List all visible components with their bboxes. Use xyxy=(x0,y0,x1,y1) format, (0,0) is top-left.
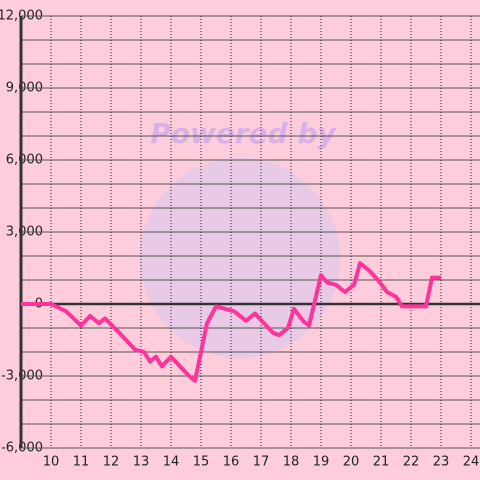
x-tick-label: 15 xyxy=(193,455,210,470)
x-tick-label: 18 xyxy=(283,455,300,470)
x-tick-label: 13 xyxy=(133,455,150,470)
x-tick-label: 10 xyxy=(43,455,60,470)
x-tick-label: 22 xyxy=(403,455,420,470)
x-tick-label: 14 xyxy=(163,455,180,470)
watermark: Powered by xyxy=(150,117,337,150)
x-tick-label: 11 xyxy=(73,455,90,470)
x-tick-label: 20 xyxy=(343,455,360,470)
x-tick-label: 21 xyxy=(373,455,390,470)
x-tick-label: 12 xyxy=(103,455,120,470)
line xyxy=(21,261,441,383)
x-tick-label: 24 xyxy=(463,455,480,470)
x-tick-label: 19 xyxy=(313,455,330,470)
x-tick-label: 16 xyxy=(223,455,240,470)
x-tick-label: 17 xyxy=(253,455,270,470)
x-tick-label: 23 xyxy=(433,455,450,470)
